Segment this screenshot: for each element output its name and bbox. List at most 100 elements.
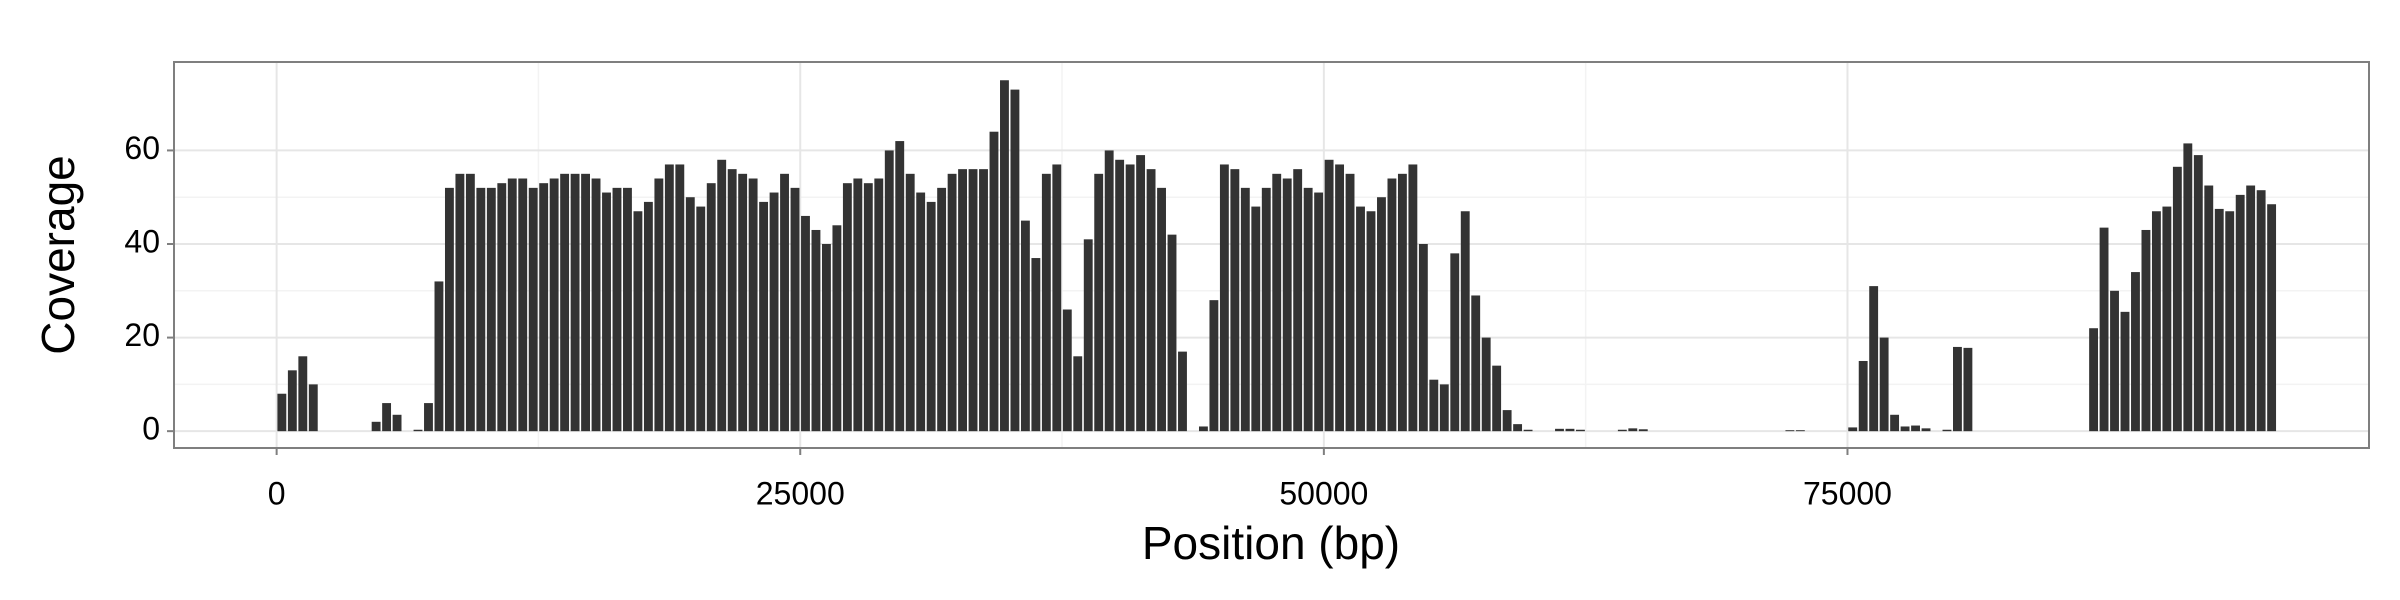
bar <box>1345 173 1355 432</box>
bar <box>696 206 706 432</box>
bar <box>1900 426 1910 432</box>
bar <box>1083 239 1093 432</box>
bar <box>685 197 695 432</box>
bar <box>308 384 318 432</box>
bar <box>1963 347 1973 432</box>
bar <box>465 173 475 432</box>
bar <box>1062 309 1072 432</box>
bar <box>1555 428 1564 432</box>
bar <box>1628 428 1638 432</box>
bar <box>371 421 381 432</box>
bar <box>1858 360 1868 432</box>
bar <box>1429 379 1439 432</box>
bar <box>424 403 433 432</box>
bar <box>518 178 528 432</box>
bar <box>1052 164 1062 432</box>
bar <box>853 178 863 432</box>
bar <box>895 141 905 432</box>
panel-border <box>173 61 2370 449</box>
bar <box>1911 425 1920 432</box>
bar <box>968 169 978 432</box>
bar <box>780 173 789 432</box>
bar <box>507 178 517 432</box>
bar <box>1125 164 1135 432</box>
bar <box>2256 190 2266 432</box>
bar <box>801 215 810 432</box>
bar <box>2172 166 2182 432</box>
y-tick-label: 20 <box>124 317 160 353</box>
bar <box>539 183 549 432</box>
bar <box>1230 169 1240 432</box>
bar <box>1000 80 1009 432</box>
bar <box>1575 429 1585 432</box>
bar <box>1104 150 1114 432</box>
bar <box>633 211 643 432</box>
bar <box>2110 290 2119 432</box>
bar <box>1366 211 1376 432</box>
bar <box>1219 164 1229 432</box>
bar <box>382 403 392 432</box>
bar <box>602 192 611 432</box>
x-axis-title: Position (bp) <box>1142 517 1400 569</box>
bar <box>2204 185 2214 432</box>
bar <box>1115 159 1125 432</box>
bar <box>2120 311 2130 432</box>
bar <box>2162 206 2172 432</box>
bar <box>2089 328 2099 432</box>
bar <box>2225 211 2235 432</box>
bar <box>1848 427 1858 432</box>
bar <box>1314 192 1324 432</box>
bar <box>1795 430 1805 432</box>
bar <box>2235 194 2245 432</box>
bar <box>863 183 873 432</box>
bar <box>821 244 831 432</box>
bar <box>1953 346 1962 432</box>
bar <box>612 187 622 432</box>
bar <box>1502 410 1512 432</box>
bar <box>560 173 570 432</box>
bar <box>759 201 769 432</box>
bar <box>1303 187 1313 432</box>
bar <box>884 150 894 432</box>
bar <box>1136 155 1146 432</box>
bar <box>979 169 988 432</box>
y-tick-label: 60 <box>124 130 160 166</box>
bar <box>2151 211 2161 432</box>
y-tick-label: 0 <box>142 411 160 447</box>
bar <box>2099 227 2109 432</box>
bar <box>444 187 454 432</box>
bar <box>277 393 287 432</box>
bar <box>1377 197 1386 432</box>
bar <box>1293 169 1303 432</box>
bar <box>1251 206 1261 432</box>
bar <box>748 178 758 432</box>
bar <box>727 169 737 432</box>
bar <box>1565 428 1575 432</box>
bar <box>528 187 538 432</box>
bar <box>811 229 821 432</box>
bar <box>413 429 423 432</box>
bar <box>2214 208 2224 432</box>
bar <box>1198 426 1208 432</box>
bar <box>1869 286 1879 432</box>
y-tick-label: 40 <box>124 223 160 259</box>
bar <box>1471 295 1481 432</box>
bar <box>717 159 727 432</box>
bar <box>1094 173 1104 432</box>
bar <box>1335 164 1345 432</box>
bar <box>916 192 926 432</box>
bar <box>1261 187 1271 432</box>
bar <box>1439 384 1449 432</box>
bar <box>664 164 674 432</box>
bar <box>623 187 632 432</box>
bar <box>947 173 957 432</box>
bar <box>874 178 884 432</box>
x-tick-label: 75000 <box>1803 475 1892 511</box>
bar <box>287 370 297 432</box>
bar <box>937 187 947 432</box>
bar <box>476 187 486 432</box>
bar <box>842 183 852 432</box>
bar <box>1492 365 1502 432</box>
bar <box>1356 206 1365 432</box>
